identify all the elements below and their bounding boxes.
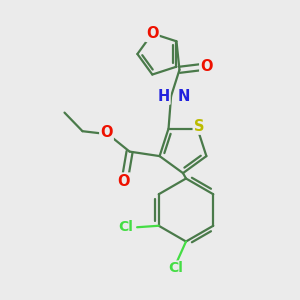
Text: N: N [178,89,190,104]
Text: H: H [157,89,170,104]
Text: Cl: Cl [118,220,134,234]
Text: O: O [100,125,113,140]
Text: Cl: Cl [168,262,183,275]
Text: O: O [117,173,130,188]
Text: S: S [194,119,204,134]
Text: O: O [146,26,159,41]
Text: O: O [200,59,213,74]
